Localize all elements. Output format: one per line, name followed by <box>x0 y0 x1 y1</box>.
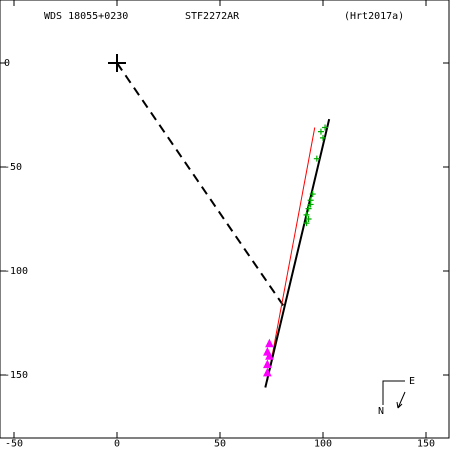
compass-north-label: N <box>378 406 384 417</box>
plus-point <box>303 220 310 227</box>
plus-point <box>320 134 326 141</box>
triangle-point <box>265 351 274 360</box>
motion-arrow-icon <box>396 391 406 409</box>
plus-point <box>322 124 329 131</box>
compass-east-label: E <box>409 376 415 387</box>
fit-lines <box>116 62 331 388</box>
reference-code: (Hrt2017a) <box>344 11 405 22</box>
y-tick-label: -150 <box>4 370 28 381</box>
triangle-point <box>265 338 274 348</box>
plus-point <box>303 211 310 218</box>
plus-point <box>305 205 312 212</box>
plus-point <box>313 155 320 162</box>
compass-arms <box>382 380 405 405</box>
plot-frame <box>0 0 450 439</box>
primary-star-marker <box>108 54 126 72</box>
plot-border <box>0 0 450 439</box>
data-markers <box>108 54 329 377</box>
orbit-fit-line <box>264 118 331 388</box>
node-connector-line <box>116 62 285 307</box>
compass-rose: E N <box>378 376 415 417</box>
alt-fit-line <box>266 127 316 382</box>
x-tick-label: 0 <box>114 438 120 449</box>
plus-point <box>307 197 314 204</box>
x-tick-label: 100 <box>314 438 332 449</box>
triangle-point <box>263 367 272 377</box>
x-tick-label: 50 <box>214 438 226 449</box>
plus-point <box>317 128 324 135</box>
x-tick-label: -50 <box>5 438 23 449</box>
x-tick-label: 150 <box>417 438 435 449</box>
y-tick-label: -50 <box>4 162 22 173</box>
y-tick-label: 0 <box>4 58 10 69</box>
discoverer-code: STF2272AR <box>185 11 240 22</box>
plus-point <box>305 216 312 222</box>
triangle-point <box>263 359 272 369</box>
y-tick-label: -100 <box>4 266 28 277</box>
wds-id: WDS 18055+0230 <box>44 11 129 22</box>
plus-point <box>309 191 316 198</box>
